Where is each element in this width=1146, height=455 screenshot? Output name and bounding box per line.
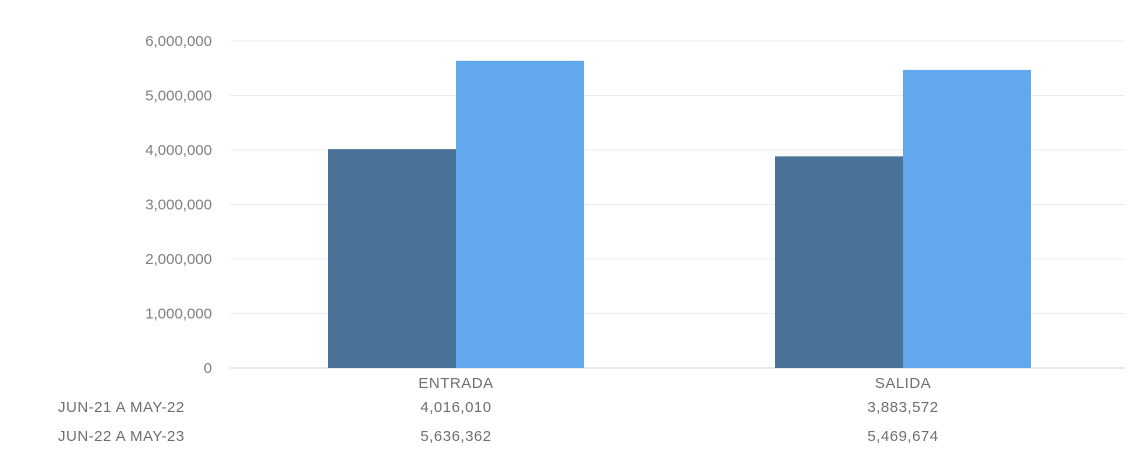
bar-salida-series-2 bbox=[903, 69, 1031, 368]
table-value: 5,636,362 bbox=[420, 428, 491, 445]
y-tick-label: 5,000,000 bbox=[145, 88, 212, 105]
table-series-label: JUN-21 A MAY-22 bbox=[58, 399, 185, 416]
y-tick-label: 4,000,000 bbox=[145, 142, 212, 159]
table-series-label: JUN-22 A MAY-23 bbox=[58, 428, 185, 445]
x-category-label: SALIDA bbox=[875, 375, 931, 392]
table-value: 4,016,010 bbox=[420, 399, 491, 416]
data-table: JUN-21 A MAY-22 4,016,010 3,883,572 JUN-22 … bbox=[58, 399, 938, 445]
x-axis: ENTRADA SALIDA bbox=[418, 375, 931, 392]
y-tick-label: 3,000,000 bbox=[145, 197, 212, 214]
bars bbox=[328, 60, 1031, 369]
y-axis: 0 1,000,000 2,000,000 3,000,000 4,000,000 5,0… bbox=[145, 33, 212, 377]
bar-entrada-series-2 bbox=[456, 60, 584, 369]
bar-entrada-series-1 bbox=[328, 149, 456, 368]
bar-salida-series-1 bbox=[775, 156, 903, 368]
y-tick-label: 2,000,000 bbox=[145, 251, 212, 268]
y-tick-label: 6,000,000 bbox=[145, 33, 212, 50]
x-category-label: ENTRADA bbox=[418, 375, 493, 392]
y-tick-label: 0 bbox=[204, 360, 212, 377]
y-tick-label: 1,000,000 bbox=[145, 306, 212, 323]
table-value: 5,469,674 bbox=[867, 428, 938, 445]
table-value: 3,883,572 bbox=[867, 399, 938, 416]
